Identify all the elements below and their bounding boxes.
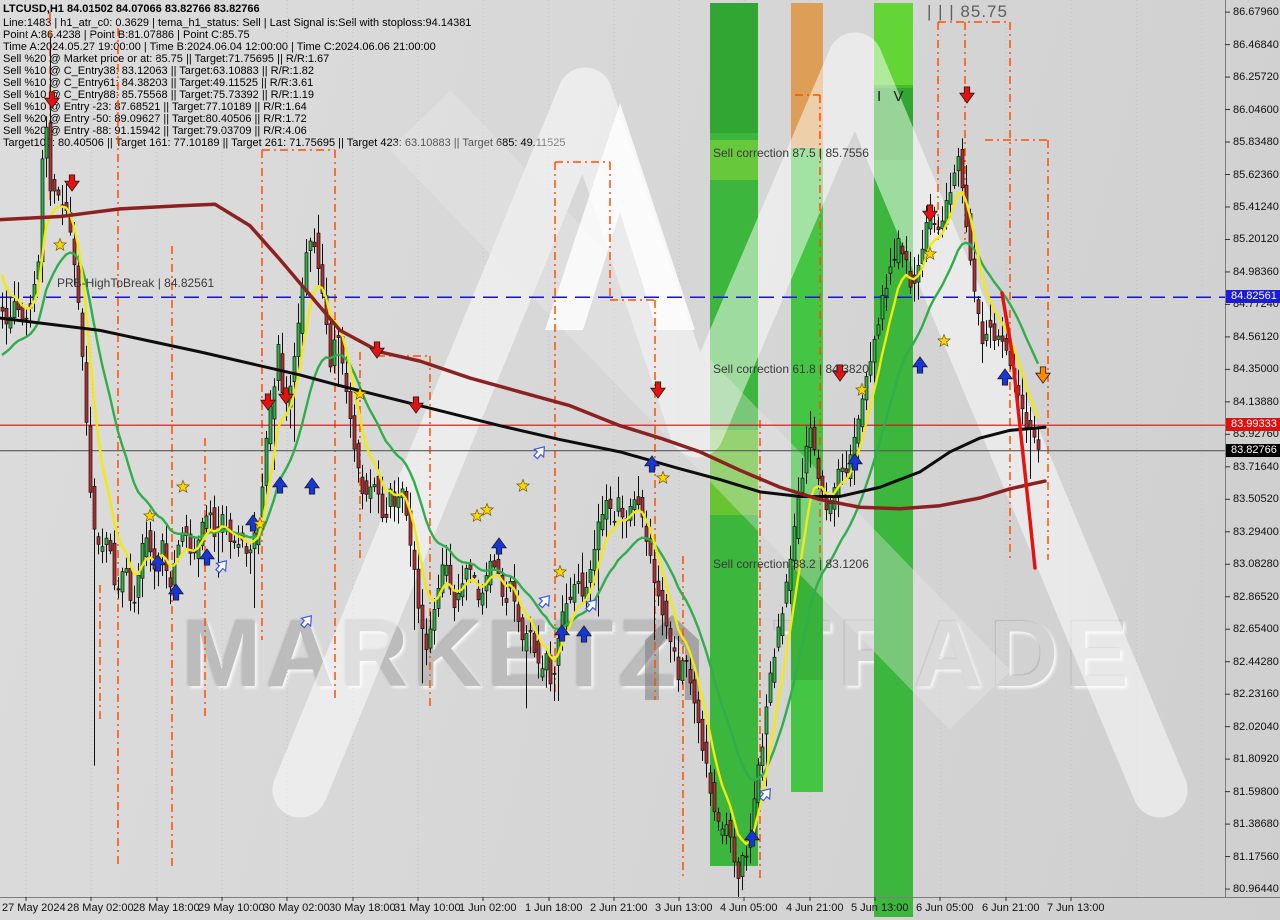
info-line: Sell %10 @ C_Entry88: 85.75568 || Target… — [3, 89, 315, 101]
watermark: MARKETZTRADE — [182, 600, 1136, 709]
info-line: Point A:86.4238 | Point B:81.07886 | Poi… — [3, 29, 250, 41]
info-line: Time A:2024.05.27 19:00:00 | Time B:2024… — [3, 41, 436, 53]
info-line: Sell %10 @ C_Entry61: 84.38203 || Target… — [3, 77, 314, 89]
info-line: Sell %20 @ Entry -50: 89.09627 || Target… — [3, 113, 307, 125]
info-line: Sell %20 @ Entry -88: 91.15942 || Target… — [3, 125, 307, 137]
info-line: Sell %10 @ Entry -23: 87.68521 || Target… — [3, 101, 307, 113]
info-line: Line:1483 | h1_atr_c0: 0.3629 | tema_h1_… — [3, 17, 472, 29]
watermark-brand-text: MARKETZ — [182, 601, 682, 707]
info-line: Sell %10 @ C_Entry38: 83.12063 || Target… — [3, 65, 315, 77]
info-line: Sell %20 @ Market price or at: 85.75 || … — [3, 53, 330, 65]
symbol-ohlc-line: LTCUSD,H1 84.01502 84.07066 83.82766 83.… — [3, 3, 260, 15]
info-line: Target100: 80.40506 || Target 161: 77.10… — [3, 137, 566, 149]
